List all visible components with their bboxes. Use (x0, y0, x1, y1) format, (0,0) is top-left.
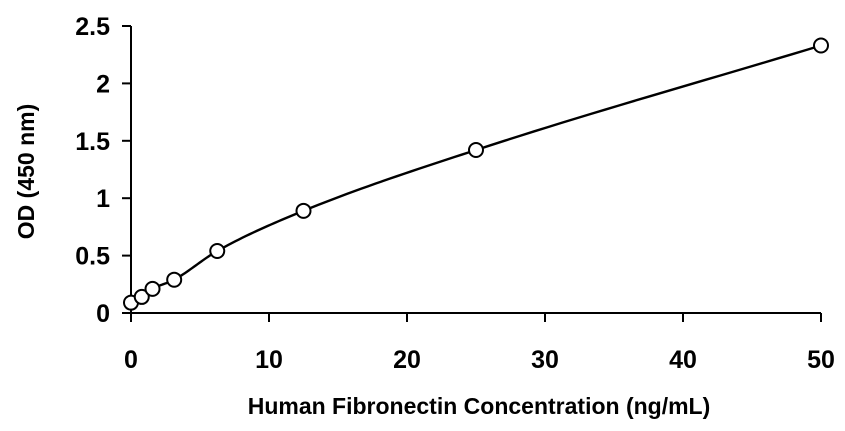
y-axis-ticks: 0 0.5 1 1.5 2 2.5 (75, 13, 131, 328)
x-axis-ticks: 0 10 20 30 40 50 (124, 313, 835, 374)
fitted-curve (130, 44, 822, 304)
y-tick-label: 1 (96, 185, 110, 213)
x-axis-title: Human Fibronectin Concentration (ng/mL) (248, 393, 711, 419)
axes (130, 26, 821, 314)
data-point (468, 141, 484, 158)
data-point (295, 202, 312, 219)
y-tick-label: 2.5 (75, 13, 110, 41)
data-point (144, 280, 161, 297)
x-tick-label: 50 (807, 346, 835, 374)
y-tick-label: 2 (96, 70, 110, 98)
data-point (813, 37, 829, 54)
x-tick-label: 40 (669, 346, 697, 374)
data-point (166, 271, 183, 288)
data-point (133, 288, 150, 305)
x-tick-label: 20 (393, 346, 421, 374)
y-tick-label: 0.5 (75, 243, 110, 271)
x-tick-label: 0 (124, 346, 138, 374)
y-tick-label: 1.5 (75, 128, 110, 156)
y-tick-label: 0 (96, 300, 110, 328)
data-points (123, 37, 829, 311)
x-tick-label: 10 (255, 346, 283, 374)
data-point (209, 243, 226, 260)
x-tick-label: 30 (531, 346, 559, 374)
y-axis-title: OD (450 nm) (13, 104, 39, 239)
